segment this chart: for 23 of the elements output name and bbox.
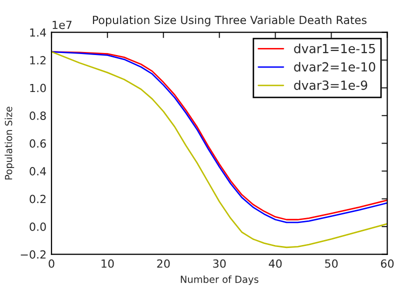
- y-tick-label: 0.0: [30, 222, 46, 231]
- chart-title: Population Size Using Three Variable Death Rates: [92, 16, 366, 26]
- y-tick-label: 0.8: [30, 112, 46, 120]
- y-tick-label: 1.0: [30, 84, 46, 92]
- x-tick-label: 60: [380, 259, 394, 268]
- legend-label: dvar2=1e-10: [294, 62, 376, 72]
- x-tick-label: 40: [268, 259, 282, 268]
- y-axis-title: Population Size: [4, 106, 14, 180]
- y-tick-label: 1.2: [30, 56, 46, 64]
- y-tick-label: 0.2: [30, 194, 46, 204]
- x-axis-title: Number of Days: [180, 275, 258, 285]
- y-tick-label: 0.6: [30, 139, 46, 148]
- x-tick-label: 30: [213, 259, 226, 268]
- y-tick-label: 1.4: [30, 28, 46, 37]
- y-tick-label: −0.2: [20, 250, 46, 259]
- x-tick-label: 0: [48, 259, 54, 268]
- x-tick-label: 50: [325, 259, 338, 268]
- y-tick-label: 0.4: [30, 167, 46, 176]
- legend-label: dvar3=1e-9: [294, 80, 368, 90]
- x-tick-label: 20: [157, 259, 170, 268]
- legend-label: dvar1=1e-15: [294, 44, 375, 54]
- text: 1e7: [52, 20, 72, 30]
- x-tick-label: 10: [102, 259, 114, 268]
